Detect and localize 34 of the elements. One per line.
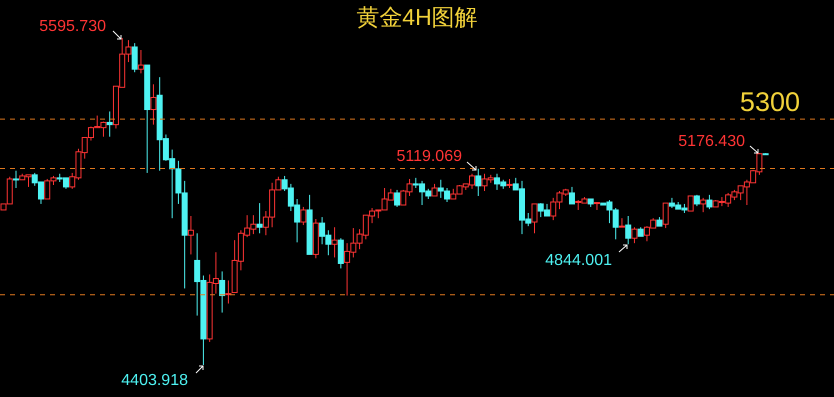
candlestick — [106, 110, 113, 138]
candlestick — [432, 183, 438, 196]
text: 4403.918 — [121, 372, 188, 389]
candlestick — [150, 84, 156, 126]
chart-title: 黄金4H图解 — [356, 4, 478, 30]
candlestick — [219, 270, 226, 314]
candlestick — [338, 238, 344, 269]
candlestick — [688, 195, 694, 212]
candlestick — [394, 189, 400, 208]
ref-line-label: 5300 — [740, 87, 800, 118]
candlestick — [638, 226, 644, 237]
candlestick — [656, 216, 662, 227]
candlestick — [132, 42, 138, 73]
candlestick — [506, 178, 513, 189]
candlestick — [531, 203, 538, 234]
candlestick — [300, 206, 306, 226]
candlestick — [188, 215, 194, 255]
annotation: 5176.430 — [678, 133, 746, 150]
text: 5595.730 — [39, 18, 106, 35]
candlestick — [631, 226, 638, 244]
candlestick — [694, 194, 700, 207]
candlestick — [662, 202, 669, 229]
candlestick — [700, 197, 706, 213]
annotation: 5119.069 — [396, 148, 462, 165]
candlestick — [12, 170, 19, 189]
candlestick — [706, 194, 712, 210]
candlestick — [225, 280, 232, 304]
candlestick — [625, 215, 632, 245]
annotation: 4844.001 — [545, 252, 612, 269]
candlestick — [475, 168, 482, 196]
candlestick — [256, 202, 263, 234]
candlestick — [138, 50, 144, 74]
candlestick — [568, 186, 575, 204]
candlestick — [332, 226, 338, 258]
